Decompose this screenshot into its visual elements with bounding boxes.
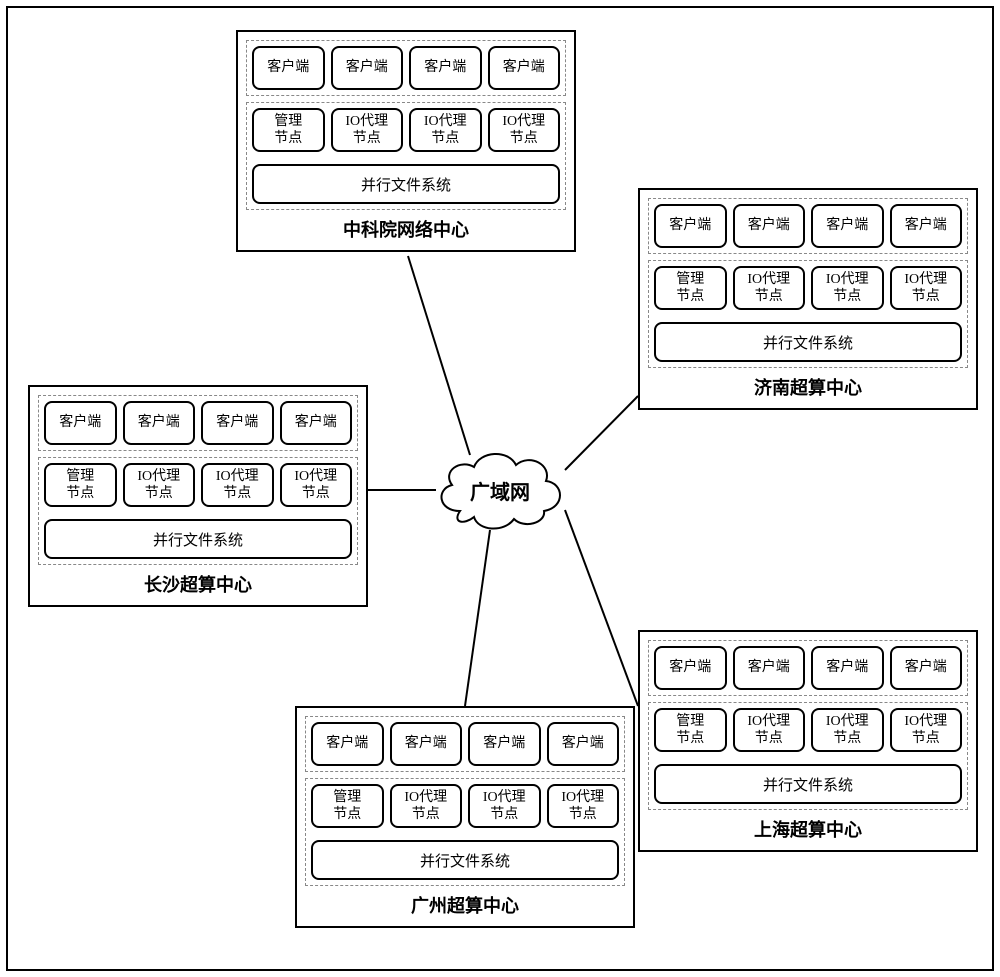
- center-title: 长沙超算中心: [38, 571, 358, 597]
- parallel-fs-cell: 并行文件系统: [311, 840, 619, 880]
- io-proxy-node-cell: IO代理 节点: [331, 108, 404, 152]
- client-cell: 客户端: [468, 722, 541, 766]
- center-box: 客户端客户端客户端客户端管理 节点IO代理 节点IO代理 节点IO代理 节点并行…: [638, 630, 978, 852]
- client-cell: 客户端: [890, 646, 963, 690]
- io-proxy-node-cell: IO代理 节点: [390, 784, 463, 828]
- client-cell: 客户端: [733, 204, 806, 248]
- nodes-row: 管理 节点IO代理 节点IO代理 节点IO代理 节点: [654, 708, 962, 752]
- center-title: 中科院网络中心: [246, 216, 566, 242]
- fs-group-outer: 管理 节点IO代理 节点IO代理 节点IO代理 节点并行文件系统: [648, 260, 968, 368]
- clients-row: 客户端客户端客户端客户端: [305, 716, 625, 772]
- wan-cloud-label: 广域网: [430, 476, 570, 505]
- client-cell: 客户端: [331, 46, 404, 90]
- io-proxy-node-cell: IO代理 节点: [123, 463, 196, 507]
- parallel-fs-cell: 并行文件系统: [654, 764, 962, 804]
- clients-row: 客户端客户端客户端客户端: [38, 395, 358, 451]
- nodes-row: 管理 节点IO代理 节点IO代理 节点IO代理 节点: [252, 108, 560, 152]
- mgmt-node-cell: 管理 节点: [311, 784, 384, 828]
- io-proxy-node-cell: IO代理 节点: [280, 463, 353, 507]
- client-cell: 客户端: [252, 46, 325, 90]
- center-title: 济南超算中心: [648, 374, 968, 400]
- io-proxy-node-cell: IO代理 节点: [409, 108, 482, 152]
- client-cell: 客户端: [654, 204, 727, 248]
- io-proxy-node-cell: IO代理 节点: [890, 266, 963, 310]
- client-cell: 客户端: [409, 46, 482, 90]
- parallel-fs-cell: 并行文件系统: [44, 519, 352, 559]
- fs-group-outer: 管理 节点IO代理 节点IO代理 节点IO代理 节点并行文件系统: [246, 102, 566, 210]
- client-cell: 客户端: [733, 646, 806, 690]
- client-cell: 客户端: [811, 204, 884, 248]
- io-proxy-node-cell: IO代理 节点: [488, 108, 561, 152]
- center-title: 上海超算中心: [648, 816, 968, 842]
- fs-group-outer: 管理 节点IO代理 节点IO代理 节点IO代理 节点并行文件系统: [38, 457, 358, 565]
- mgmt-node-cell: 管理 节点: [252, 108, 325, 152]
- io-proxy-node-cell: IO代理 节点: [811, 708, 884, 752]
- clients-row: 客户端客户端客户端客户端: [246, 40, 566, 96]
- mgmt-node-cell: 管理 节点: [44, 463, 117, 507]
- client-cell: 客户端: [280, 401, 353, 445]
- clients-row: 客户端客户端客户端客户端: [648, 640, 968, 696]
- client-cell: 客户端: [488, 46, 561, 90]
- center-box: 客户端客户端客户端客户端管理 节点IO代理 节点IO代理 节点IO代理 节点并行…: [28, 385, 368, 607]
- client-cell: 客户端: [311, 722, 384, 766]
- center-box: 客户端客户端客户端客户端管理 节点IO代理 节点IO代理 节点IO代理 节点并行…: [638, 188, 978, 410]
- parallel-fs-cell: 并行文件系统: [654, 322, 962, 362]
- nodes-row: 管理 节点IO代理 节点IO代理 节点IO代理 节点: [654, 266, 962, 310]
- center-title: 广州超算中心: [305, 892, 625, 918]
- mgmt-node-cell: 管理 节点: [654, 266, 727, 310]
- io-proxy-node-cell: IO代理 节点: [201, 463, 274, 507]
- clients-row: 客户端客户端客户端客户端: [648, 198, 968, 254]
- client-cell: 客户端: [890, 204, 963, 248]
- client-cell: 客户端: [811, 646, 884, 690]
- center-box: 客户端客户端客户端客户端管理 节点IO代理 节点IO代理 节点IO代理 节点并行…: [236, 30, 576, 252]
- fs-group-outer: 管理 节点IO代理 节点IO代理 节点IO代理 节点并行文件系统: [648, 702, 968, 810]
- fs-group-outer: 管理 节点IO代理 节点IO代理 节点IO代理 节点并行文件系统: [305, 778, 625, 886]
- io-proxy-node-cell: IO代理 节点: [811, 266, 884, 310]
- io-proxy-node-cell: IO代理 节点: [890, 708, 963, 752]
- client-cell: 客户端: [390, 722, 463, 766]
- io-proxy-node-cell: IO代理 节点: [733, 266, 806, 310]
- center-box: 客户端客户端客户端客户端管理 节点IO代理 节点IO代理 节点IO代理 节点并行…: [295, 706, 635, 928]
- nodes-row: 管理 节点IO代理 节点IO代理 节点IO代理 节点: [44, 463, 352, 507]
- client-cell: 客户端: [547, 722, 620, 766]
- client-cell: 客户端: [654, 646, 727, 690]
- io-proxy-node-cell: IO代理 节点: [547, 784, 620, 828]
- nodes-row: 管理 节点IO代理 节点IO代理 节点IO代理 节点: [311, 784, 619, 828]
- io-proxy-node-cell: IO代理 节点: [468, 784, 541, 828]
- parallel-fs-cell: 并行文件系统: [252, 164, 560, 204]
- client-cell: 客户端: [123, 401, 196, 445]
- client-cell: 客户端: [44, 401, 117, 445]
- mgmt-node-cell: 管理 节点: [654, 708, 727, 752]
- client-cell: 客户端: [201, 401, 274, 445]
- io-proxy-node-cell: IO代理 节点: [733, 708, 806, 752]
